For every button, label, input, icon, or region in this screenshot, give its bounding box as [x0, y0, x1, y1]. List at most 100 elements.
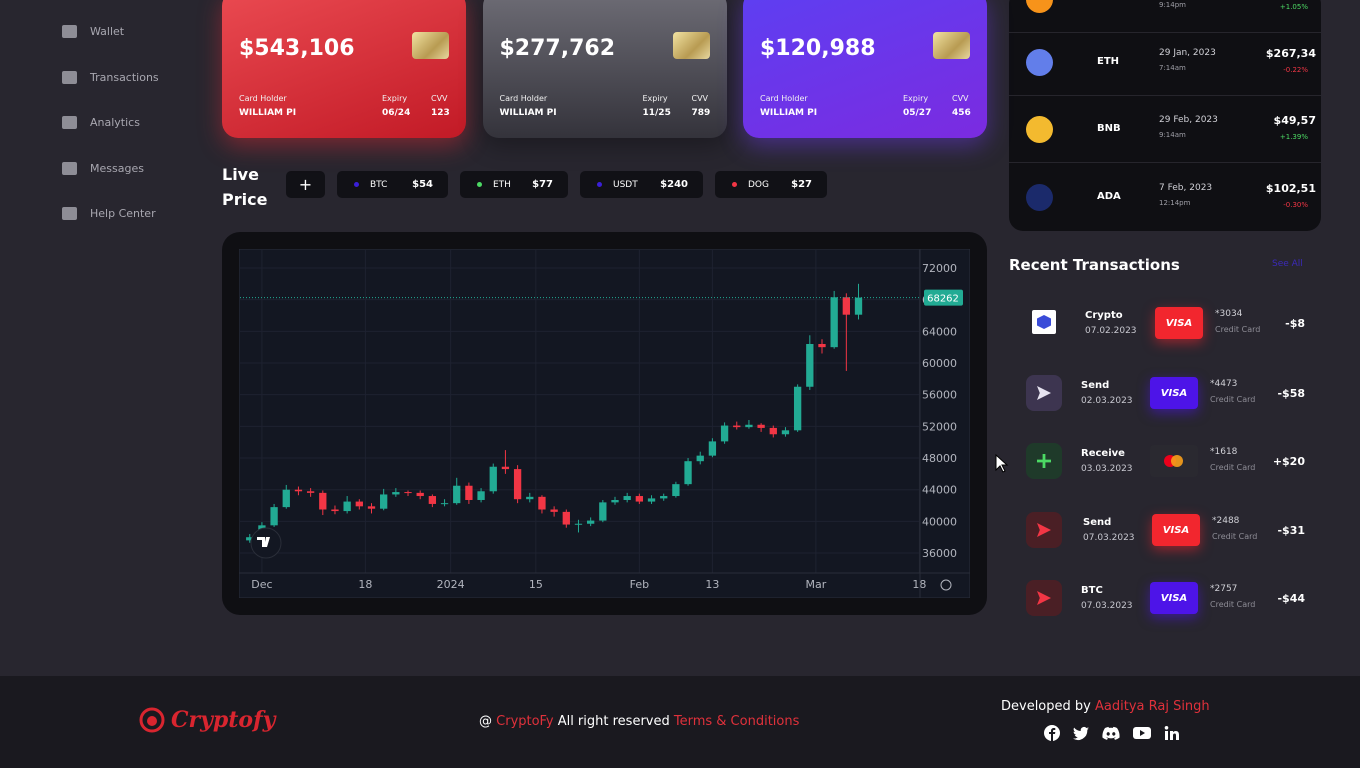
transaction-date: 03.03.2023: [1081, 464, 1133, 474]
transaction-row[interactable]: Crypto 07.02.2023 VISA *3034 Credit Card -$8: [1009, 295, 1321, 351]
transaction-type: Crypto: [1085, 310, 1123, 321]
terms-link[interactable]: Terms & Conditions: [673, 714, 800, 729]
linkedin-icon[interactable]: [1164, 725, 1180, 741]
coin-time: 9:14am: [1159, 131, 1186, 139]
card-expiry-label: Expiry: [382, 94, 408, 103]
coin-date: 29 Feb, 2023: [1159, 115, 1218, 125]
transaction-type: BTC: [1081, 585, 1103, 596]
coin-name: BTC: [370, 179, 388, 190]
coin-dot: [597, 182, 602, 187]
card: $543,106 Card Holder WILLIAM PI Expiry 06/24…: [222, 0, 466, 138]
sidebar-label: Messages: [90, 161, 144, 175]
card-holder-label: Card Holder: [239, 94, 287, 103]
x-tick-label: Dec: [251, 578, 272, 591]
transaction-type: Send: [1081, 380, 1110, 391]
card-type: Credit Card: [1210, 463, 1256, 472]
card-number: *2488: [1212, 516, 1240, 526]
transaction-amount: -$58: [1277, 387, 1305, 400]
candle-body: [513, 469, 522, 500]
transaction-type: Send: [1083, 517, 1112, 528]
transaction-glyph: [1037, 454, 1051, 468]
candle-body: [392, 492, 400, 495]
price-pill[interactable]: BTC $54: [337, 171, 448, 198]
coin-icon: [1026, 49, 1053, 76]
price-pill[interactable]: DOG $27: [715, 171, 827, 198]
card-balance: $277,762: [499, 36, 616, 61]
coin-name: USDT: [613, 179, 638, 190]
candle-body: [380, 494, 388, 509]
brand-link[interactable]: CryptoFy: [496, 714, 554, 729]
transactions-title: Recent Transactions: [1009, 256, 1180, 274]
sidebar-label: Transactions: [90, 70, 159, 84]
candle-body: [562, 511, 570, 525]
twitter-icon[interactable]: [1073, 725, 1089, 741]
x-tick-label: Feb: [630, 578, 649, 591]
coin-time: 12:14pm: [1159, 199, 1191, 207]
social-icons: [1044, 725, 1180, 741]
sidebar-item[interactable]: Wallet: [62, 25, 124, 38]
coin-change: +1.39%: [1279, 133, 1308, 141]
tv-logo-mark: [257, 537, 270, 547]
transaction-amount: -$44: [1277, 592, 1305, 605]
transaction-row[interactable]: BTC 07.03.2023 VISA *2757 Credit Card -$44: [1009, 570, 1321, 626]
visa-badge: VISA: [1152, 514, 1200, 546]
author-link[interactable]: Aaditya Raj Singh: [1095, 699, 1210, 714]
card-visual: VISA: [1150, 377, 1198, 409]
visa-badge: VISA: [1155, 307, 1203, 339]
candle-body: [708, 441, 717, 456]
transaction-glyph: [1037, 591, 1051, 605]
transaction-row[interactable]: Send 07.03.2023 VISA *2488 Credit Card -$31: [1009, 502, 1321, 558]
candle-body: [696, 455, 704, 462]
sidebar-item[interactable]: Transactions: [62, 70, 159, 84]
youtube-icon[interactable]: [1133, 725, 1151, 741]
add-button[interactable]: +: [286, 171, 325, 198]
y-tick-label: 48000: [922, 452, 957, 465]
coin-icon: [1026, 116, 1053, 143]
candle-body: [587, 520, 595, 524]
facebook-icon[interactable]: [1044, 725, 1060, 741]
coin-row: BNB 29 Feb, 2023 9:14am $49,57 +1.39%: [1009, 96, 1321, 163]
sidebar-item[interactable]: Messages: [62, 161, 144, 175]
price-pill[interactable]: USDT $240: [580, 171, 703, 198]
transaction-glyph: [1037, 315, 1051, 329]
candle-body: [672, 484, 680, 497]
row-divider: [1009, 95, 1321, 96]
card-expiry: 05/27: [903, 108, 932, 118]
card-visual: VISA: [1155, 307, 1203, 339]
see-all[interactable]: See All: [1272, 259, 1303, 269]
candle-body: [465, 485, 473, 500]
last-price-label: 68262: [927, 294, 959, 305]
card-type: Credit Card: [1212, 532, 1258, 541]
rights: All right reserved: [557, 714, 670, 729]
copyright: @ CryptoFy All right reserved Terms & Co…: [479, 714, 799, 729]
candle-body: [781, 430, 790, 435]
coin-change: -0.30%: [1283, 201, 1308, 209]
candle-body: [806, 343, 814, 387]
card-cvv: 789: [691, 108, 711, 118]
sidebar-item[interactable]: Help Center: [62, 207, 156, 220]
candle-body: [830, 297, 838, 348]
row-divider: [1009, 162, 1321, 163]
candle-body: [684, 461, 692, 485]
card-holder-label: Card Holder: [760, 94, 808, 103]
transaction-row[interactable]: Receive 03.03.2023 *1618 Credit Card +$20: [1009, 433, 1321, 489]
discord-icon[interactable]: [1102, 725, 1120, 741]
card-chip: [672, 32, 710, 59]
coin-price: $102,51: [1265, 182, 1316, 195]
price-pill[interactable]: ETH $77: [460, 171, 568, 198]
mastercard-orange: [1171, 455, 1183, 467]
x-tick-label: 15: [529, 578, 543, 591]
card-number: *4473: [1210, 379, 1238, 389]
sidebar-label: Help Center: [90, 207, 156, 220]
card-holder-label: Card Holder: [499, 94, 548, 103]
card-chip: [412, 32, 449, 59]
sidebar-item[interactable]: Analytics: [62, 116, 140, 129]
coin-dot: [477, 182, 482, 187]
card-cvv: 123: [431, 108, 450, 118]
coin-icon: [1026, 184, 1053, 211]
x-tick-label: 18: [912, 578, 926, 591]
transaction-row[interactable]: Send 02.03.2023 VISA *4473 Credit Card -$58: [1009, 365, 1321, 421]
coin-row: ETH 29 Jan, 2023 7:14am $267,34 -0.22%: [1009, 29, 1321, 96]
